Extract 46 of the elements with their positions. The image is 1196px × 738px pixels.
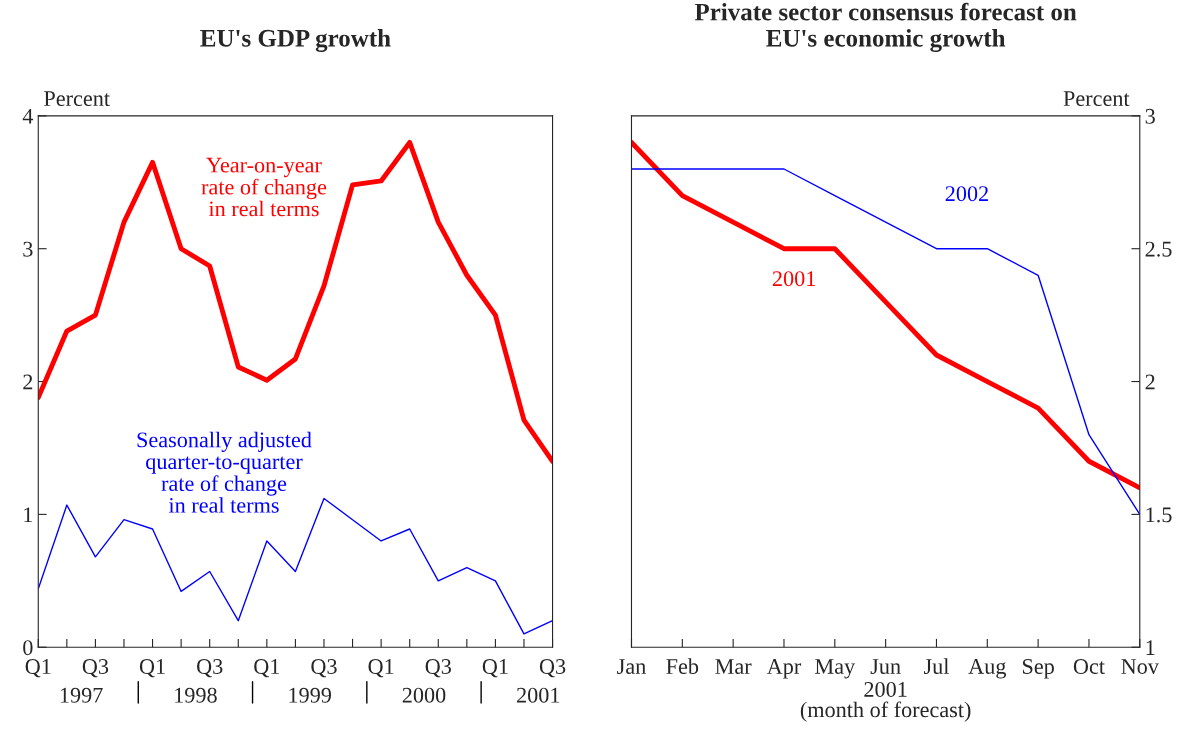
y-tick-label: 4 (22, 108, 34, 124)
x-tick-label: Q3 (311, 659, 337, 678)
x-tick-label: Oct (1073, 659, 1105, 674)
y-tick-label: 3 (1145, 108, 1155, 124)
x-tick-label: Q1 (482, 659, 508, 678)
x-tick-label: Q3 (539, 659, 566, 678)
line-series (38, 497, 553, 635)
x-tick-label: Jun (870, 659, 901, 674)
x-tick-label: Mar (715, 659, 752, 674)
series-label: Year-on-year rate of change in real terms (201, 157, 327, 217)
x-tick-label: Aug (968, 659, 1007, 679)
x-tick-label: Q1 (254, 659, 280, 678)
y-tick-label: 0 (23, 640, 33, 656)
y-tick-label: 1.5 (1146, 507, 1172, 523)
x-tick-label: Apr (766, 659, 802, 679)
y-tick-label: 2 (1145, 374, 1155, 390)
text: 2002 (945, 186, 988, 202)
y-tick-label: 1 (1146, 640, 1155, 655)
chart-title: Private sector consensus forecast on EU's economic growth (694, 2, 1077, 52)
y-axis-title: Percent (1063, 91, 1130, 107)
x-tick-label: Q3 (425, 659, 451, 678)
x-tick-label: Sep (1022, 659, 1054, 679)
series-label: 2001 (772, 271, 816, 287)
x-tick-label: Q1 (139, 659, 165, 678)
y-axis-title: Percent (44, 91, 110, 107)
x-tick-label: Jul (923, 658, 949, 674)
x-tick-label: Q3 (197, 659, 223, 678)
x-tick-label: May (815, 659, 856, 679)
x-tick-label: Q1 (25, 659, 51, 678)
series-label: Seasonally adjusted quarter-to-quarter rate of change in real terms (137, 431, 312, 513)
chart-title: EU's GDP growth (200, 29, 391, 52)
text: 2001 (517, 687, 560, 703)
x-axis-title: 2001 (month of forecast) (800, 681, 971, 722)
x-tick-label: Feb (666, 658, 699, 674)
y-tick-label: 2.5 (1145, 241, 1172, 257)
x-tick-label: Nov (1121, 659, 1159, 674)
text: 1997 (60, 687, 103, 703)
y-tick-label: 3 (23, 241, 33, 257)
x-tick-label: Q3 (82, 659, 109, 678)
y-tick-label: 1 (24, 507, 33, 523)
text: 2000 (402, 687, 446, 703)
x-tick-label: Q1 (368, 659, 394, 678)
x-tick-label: Jan (617, 659, 646, 674)
text: 1999 (289, 687, 332, 703)
y-tick-label: 2 (23, 374, 33, 390)
text: 1998 (175, 687, 217, 703)
